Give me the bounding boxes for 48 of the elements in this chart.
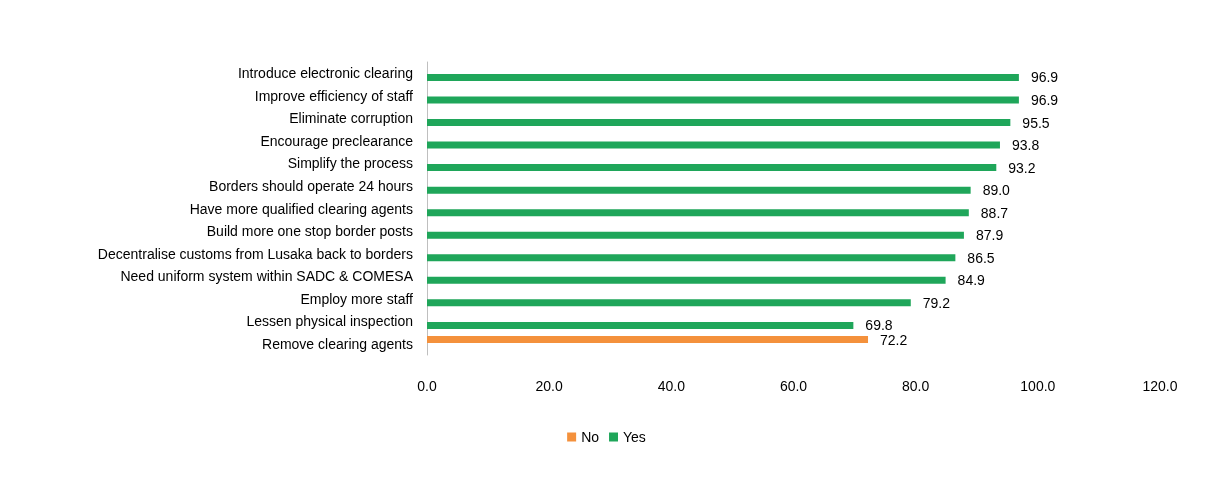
y-tick-label: Decentralise customs from Lusaka back to borders — [97, 245, 413, 262]
y-tick-label: Employ more staff — [300, 290, 414, 307]
bar — [427, 299, 911, 307]
y-tick-label: Introduce electronic clearing — [237, 65, 413, 82]
bar — [427, 141, 1000, 149]
data-label: 93.8 — [1011, 137, 1040, 154]
y-tick-label: Lessen physical inspection — [246, 313, 413, 330]
y-tick-label: Improve efficiency of staff — [254, 87, 414, 104]
data-label: 86.5 — [967, 249, 995, 266]
bar — [427, 186, 971, 194]
bar — [427, 254, 956, 262]
bar — [427, 321, 854, 329]
data-label: 96.9 — [1030, 69, 1059, 86]
data-label: 93.2 — [1008, 159, 1036, 176]
data-label: 84.9 — [957, 272, 986, 289]
y-tick-label: Remove clearing agents — [262, 335, 413, 352]
y-tick-label: Have more qualified clearing agents — [189, 200, 413, 217]
y-tick-label: Eliminate corruption — [289, 110, 413, 127]
data-label: 79.2 — [922, 294, 951, 311]
bar — [427, 209, 969, 217]
data-label: 96.9 — [1030, 92, 1059, 109]
x-tick-label: 40.0 — [657, 378, 686, 394]
data-label: 88.7 — [980, 204, 1009, 221]
data-label: 72.2 — [880, 331, 908, 348]
bar — [427, 119, 1011, 127]
y-tick-label: Encourage preclearance — [260, 132, 414, 149]
y-tick-label: Need uniform system within SADC & COMESA — [120, 268, 414, 285]
x-tick-label: 100.0 — [1020, 378, 1056, 394]
data-label: 89.0 — [982, 182, 1011, 199]
legend-label: No — [581, 429, 600, 445]
x-tick-label: 20.0 — [535, 378, 563, 394]
bar — [427, 164, 997, 172]
y-tick-label: Borders should operate 24 hours — [209, 177, 413, 194]
data-label: 87.9 — [975, 227, 1004, 244]
x-tick-label: 120.0 — [1142, 378, 1178, 394]
legend-label: Yes — [623, 429, 646, 445]
bar — [427, 336, 869, 344]
y-tick-label: Build more one stop border posts — [206, 223, 413, 240]
y-tick-label: Simplify the process — [287, 155, 413, 172]
x-tick-label: 0.0 — [417, 378, 437, 394]
x-tick-label: 60.0 — [779, 378, 808, 394]
bar — [427, 73, 1019, 81]
x-tick-label: 80.0 — [902, 378, 930, 394]
data-label: 95.5 — [1022, 114, 1050, 131]
bar — [427, 276, 946, 284]
data-label: 69.8 — [865, 317, 893, 334]
bar — [427, 96, 1019, 104]
bar — [427, 231, 964, 239]
